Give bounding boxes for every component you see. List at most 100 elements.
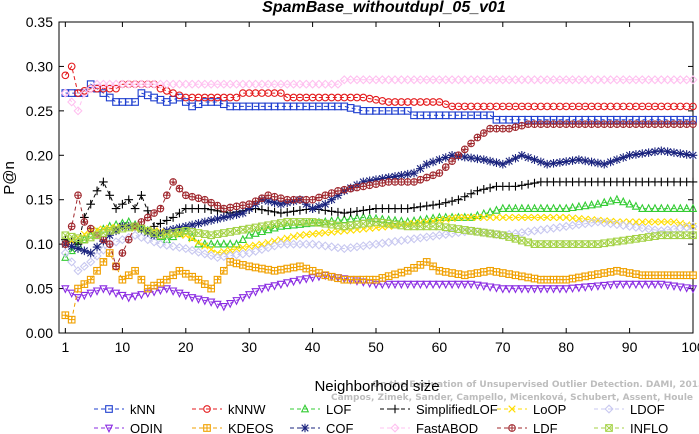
point-ldf: [505, 124, 513, 133]
point-ldf: [460, 145, 469, 154]
point-simplifiedlof: [162, 216, 172, 225]
point-loop: [270, 237, 279, 245]
point-cof: [118, 222, 127, 231]
point-kdeos: [213, 275, 222, 284]
point-fastabod: [238, 79, 248, 89]
point-odin: [200, 297, 210, 306]
point-cof: [403, 169, 412, 179]
point-odin: [682, 284, 691, 293]
point-cof: [416, 164, 425, 173]
point-loop: [549, 213, 558, 222]
point-ldf: [162, 191, 171, 200]
point-ldf: [651, 120, 659, 129]
y-tick-label: 0.35: [26, 14, 53, 30]
point-cof: [232, 210, 241, 219]
point-ldof: [314, 240, 324, 250]
point-fastabod: [219, 79, 229, 89]
point-ldf: [315, 193, 323, 202]
point-odin: [80, 291, 89, 301]
point-odin: [295, 276, 305, 285]
point-fastabod: [130, 79, 140, 89]
point-loop: [442, 215, 450, 223]
point-simplifiedlof: [118, 199, 127, 209]
x-tick-label: 50: [368, 339, 384, 355]
point-loop: [638, 218, 646, 226]
point-loop: [575, 214, 583, 223]
point-odin: [542, 285, 552, 294]
point-cof: [238, 208, 248, 218]
point-odin: [213, 300, 222, 310]
point-ldf: [644, 120, 653, 129]
point-kdeos: [689, 271, 697, 280]
point-odin: [428, 280, 438, 290]
point-lof: [587, 200, 596, 209]
point-cof: [599, 159, 609, 169]
legend-label: KDEOS: [228, 421, 274, 434]
point-ldf: [124, 235, 133, 244]
point-simplifiedlof: [435, 199, 444, 209]
point-loop: [568, 214, 577, 222]
point-odin: [435, 280, 444, 290]
point-loop: [663, 218, 672, 226]
series-ldof: [60, 217, 698, 276]
point-cof: [137, 225, 146, 234]
point-cof: [320, 199, 330, 209]
point-ldf: [441, 163, 450, 171]
point-lof: [162, 234, 171, 244]
point-fastabod: [606, 75, 616, 85]
point-ldf: [511, 123, 520, 131]
point-ldof: [688, 221, 698, 231]
point-loop: [245, 242, 253, 251]
point-lof: [454, 212, 463, 221]
point-ldf: [143, 213, 152, 222]
point-lof: [542, 203, 552, 212]
point-cof: [676, 149, 685, 158]
point-loop: [467, 213, 475, 222]
point-odin: [340, 275, 349, 284]
point-cof: [308, 204, 317, 213]
point-ldf: [454, 151, 463, 160]
point-kdeos: [169, 271, 177, 280]
legend-marker: [203, 405, 211, 413]
point-kdeos: [80, 280, 89, 288]
point-ldof: [130, 230, 140, 240]
point-odin: [460, 280, 469, 290]
point-kdeos: [207, 284, 216, 293]
point-ldf: [492, 124, 501, 133]
point-fastabod: [415, 75, 425, 85]
legend-label: INFLO: [630, 421, 668, 434]
point-loop: [207, 245, 215, 254]
point-kdeos: [131, 266, 139, 275]
point-cof: [606, 157, 615, 167]
point-fastabod: [276, 79, 286, 89]
point-kdeos: [67, 315, 76, 324]
point-cof: [644, 148, 653, 157]
point-ldf: [536, 120, 545, 129]
point-cof: [124, 222, 134, 231]
legend-label: kNN: [130, 402, 155, 417]
point-simplifiedlof: [263, 206, 273, 216]
point-loop: [461, 213, 469, 222]
point-cof: [650, 147, 660, 157]
point-inflo: [689, 231, 697, 240]
point-simplifiedlof: [359, 206, 368, 215]
point-loop: [644, 218, 653, 226]
point-odin: [485, 283, 495, 292]
point-ldf: [346, 184, 355, 193]
point-fastabod: [105, 79, 115, 89]
legend-label: LoOP: [533, 402, 566, 417]
point-simplifiedlof: [530, 178, 539, 188]
point-odin: [511, 285, 520, 294]
point-cof: [365, 176, 374, 186]
point-cof: [612, 155, 622, 165]
point-fastabod: [485, 75, 495, 85]
legend-marker: [203, 424, 211, 432]
point-loop: [315, 229, 323, 238]
legend-item-knnw: kNNW: [192, 402, 266, 417]
point-odin: [587, 283, 596, 292]
point-lof: [511, 203, 520, 212]
point-simplifiedlof: [200, 204, 210, 213]
point-loop: [524, 213, 532, 222]
point-loop: [543, 213, 551, 222]
point-ldf: [625, 120, 634, 129]
